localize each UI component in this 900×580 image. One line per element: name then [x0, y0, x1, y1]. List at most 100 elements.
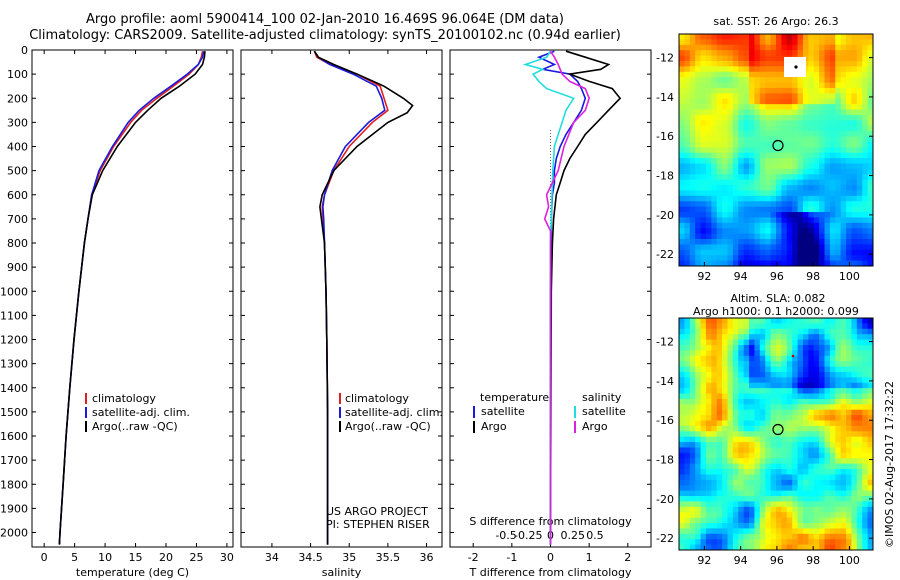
- map-cell: [711, 260, 718, 267]
- map-cell: [700, 217, 707, 224]
- map-cell: [732, 436, 739, 443]
- map-cell: [759, 147, 766, 154]
- map-cell: [770, 318, 777, 324]
- map-cell: [738, 512, 745, 519]
- map-cell: [786, 98, 793, 105]
- map-cell: [743, 120, 750, 127]
- map-cell: [781, 523, 788, 529]
- map-cell: [738, 490, 745, 497]
- map-cell: [802, 217, 809, 224]
- map-cell: [846, 109, 852, 116]
- map-cell: [776, 528, 782, 535]
- map-y-tick-label: -12: [656, 52, 674, 65]
- map-cell: [846, 382, 852, 389]
- map-cell: [819, 366, 825, 373]
- map-cell: [781, 239, 788, 245]
- map-cell: [867, 255, 874, 262]
- y-tick-label: 1800: [0, 478, 28, 491]
- map-cell: [813, 222, 820, 229]
- map-cell: [722, 420, 728, 427]
- map-cell: [851, 463, 858, 470]
- map-cell: [759, 528, 766, 535]
- map-cell: [679, 501, 685, 508]
- map-cell: [759, 152, 766, 159]
- map-cell: [813, 539, 820, 546]
- map-cell: [802, 98, 809, 105]
- map-cell: [679, 98, 685, 105]
- map-cell: [679, 350, 685, 357]
- map-cell: [732, 544, 739, 551]
- map-cell: [722, 163, 728, 170]
- map-cell: [792, 479, 799, 486]
- map-cell: [759, 120, 766, 127]
- map-cell: [684, 249, 691, 256]
- map-cell: [679, 44, 685, 51]
- map-cell: [824, 87, 831, 94]
- map-cell: [689, 260, 696, 267]
- map-cell: [716, 136, 723, 143]
- map-cell: [824, 217, 831, 224]
- map-cell: [824, 377, 831, 384]
- map-cell: [749, 496, 755, 502]
- map-cell: [770, 366, 777, 373]
- map-cell: [754, 228, 761, 235]
- map-cell: [684, 34, 691, 40]
- map-cell: [840, 255, 847, 262]
- map-cell: [819, 233, 825, 240]
- diff-legend-targo-label: Argo: [481, 420, 507, 433]
- map-cell: [759, 339, 766, 346]
- map-cell: [829, 98, 836, 105]
- map-cell: [749, 512, 755, 519]
- map-cell: [808, 350, 815, 357]
- map-cell: [835, 355, 842, 362]
- map-cell: [679, 474, 685, 481]
- map-cell: [808, 141, 815, 148]
- map-cell: [862, 496, 869, 502]
- map-cell: [835, 228, 842, 235]
- x-tick-label: 2: [624, 551, 631, 564]
- map-cell: [689, 485, 696, 492]
- map-cell: [679, 233, 685, 240]
- map-cell: [705, 114, 712, 121]
- sst-title: sat. SST: 26 Argo: 26.3: [713, 15, 838, 28]
- map-cell: [716, 239, 723, 245]
- map-cell: [770, 469, 777, 475]
- map-cell: [722, 93, 728, 100]
- map-cell: [824, 334, 831, 341]
- map-cell: [829, 318, 836, 324]
- map-cell: [684, 339, 691, 346]
- map-cell: [738, 50, 745, 57]
- map-cell: [840, 158, 847, 164]
- map-cell: [695, 34, 702, 40]
- map-cell: [738, 87, 745, 94]
- map-cell: [786, 239, 793, 245]
- map-cell: [856, 528, 863, 535]
- map-cell: [862, 485, 869, 492]
- map-cell: [840, 179, 847, 186]
- map-cell: [846, 420, 852, 427]
- map-cell: [749, 323, 755, 330]
- map-cell: [835, 255, 842, 262]
- map-cell: [781, 190, 788, 197]
- map-cell: [679, 55, 685, 62]
- map-cell: [711, 222, 718, 229]
- map-cell: [695, 190, 702, 197]
- map-cell: [705, 361, 712, 368]
- map-cell: [808, 39, 815, 46]
- map-cell: [813, 328, 820, 335]
- map-cell: [749, 404, 755, 411]
- map-cell: [829, 141, 836, 148]
- map-cell: [808, 485, 815, 492]
- map-cell: [732, 334, 739, 341]
- map-cell: [835, 479, 842, 486]
- map-y-tick-label: -16: [656, 414, 674, 427]
- map-cell: [797, 344, 804, 351]
- map-cell: [776, 442, 782, 448]
- map-cell: [819, 436, 825, 443]
- map-cell: [770, 533, 777, 540]
- map-cell: [846, 539, 852, 546]
- map-cell: [738, 71, 745, 78]
- map-cell: [679, 260, 685, 267]
- map-cell: [732, 93, 739, 100]
- map-cell: [679, 523, 685, 529]
